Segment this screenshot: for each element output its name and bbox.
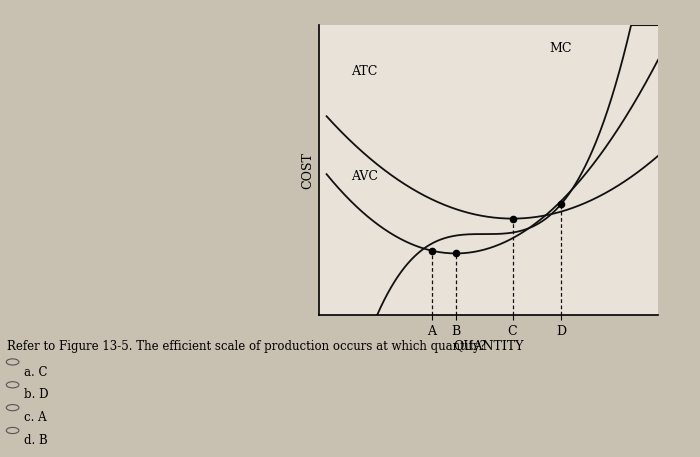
Text: MC: MC bbox=[549, 42, 571, 55]
X-axis label: QUANTITY: QUANTITY bbox=[453, 340, 524, 352]
Text: b. D: b. D bbox=[24, 388, 48, 401]
Text: c. A: c. A bbox=[24, 411, 46, 424]
Text: Refer to Figure 13-5. The efficient scale of production occurs at which quantity: Refer to Figure 13-5. The efficient scal… bbox=[7, 340, 486, 353]
Y-axis label: COST: COST bbox=[301, 152, 314, 189]
Text: d. B: d. B bbox=[24, 434, 48, 447]
Text: a. C: a. C bbox=[24, 366, 48, 378]
Text: ATC: ATC bbox=[351, 65, 377, 79]
Text: AVC: AVC bbox=[351, 170, 378, 183]
